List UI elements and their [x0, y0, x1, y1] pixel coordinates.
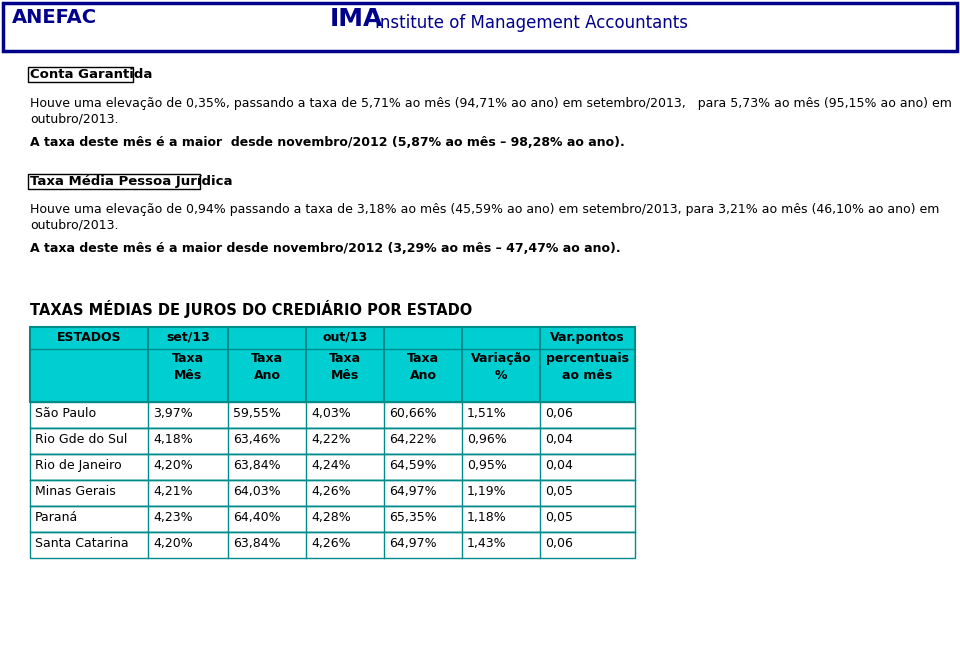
Text: 1,18%: 1,18% [467, 511, 507, 524]
Text: 64,03%: 64,03% [233, 485, 280, 498]
Text: set/13: set/13 [166, 331, 210, 344]
Text: 59,55%: 59,55% [233, 407, 281, 420]
Text: 1,19%: 1,19% [467, 485, 507, 498]
Text: 0,05: 0,05 [545, 511, 573, 524]
Text: A taxa deste mês é a maior  desde novembro/2012 (5,87% ao mês – 98,28% ao ano).: A taxa deste mês é a maior desde novembr… [30, 136, 625, 149]
Text: Houve uma elevação de 0,35%, passando a taxa de 5,71% ao mês (94,71% ao ano) em : Houve uma elevação de 0,35%, passando a … [30, 97, 952, 110]
Text: 64,97%: 64,97% [389, 537, 437, 550]
Text: 4,03%: 4,03% [311, 407, 350, 420]
Text: 63,46%: 63,46% [233, 433, 280, 446]
FancyBboxPatch shape [30, 402, 635, 428]
Text: 4,24%: 4,24% [311, 459, 350, 472]
FancyBboxPatch shape [3, 3, 957, 51]
FancyBboxPatch shape [30, 480, 635, 506]
FancyBboxPatch shape [30, 454, 635, 480]
Text: 4,26%: 4,26% [311, 485, 350, 498]
Text: Taxa
Mês: Taxa Mês [172, 352, 204, 382]
Text: Houve uma elevação de 0,94% passando a taxa de 3,18% ao mês (45,59% ao ano) em s: Houve uma elevação de 0,94% passando a t… [30, 203, 940, 216]
Text: Paraná: Paraná [35, 511, 79, 524]
Text: 4,23%: 4,23% [153, 511, 193, 524]
Text: outubro/2013.: outubro/2013. [30, 112, 118, 125]
Text: Taxa Média Pessoa Jurídica: Taxa Média Pessoa Jurídica [30, 175, 232, 188]
Text: Taxa
Ano: Taxa Ano [407, 352, 439, 382]
Text: out/13: out/13 [323, 331, 368, 344]
Text: 65,35%: 65,35% [389, 511, 437, 524]
FancyBboxPatch shape [30, 327, 635, 402]
Text: ANEFAC: ANEFAC [12, 8, 97, 27]
Text: 3,97%: 3,97% [153, 407, 193, 420]
Text: 0,96%: 0,96% [467, 433, 507, 446]
FancyBboxPatch shape [28, 67, 133, 82]
Text: 4,22%: 4,22% [311, 433, 350, 446]
Text: 4,18%: 4,18% [153, 433, 193, 446]
Text: 64,59%: 64,59% [389, 459, 437, 472]
Text: TAXAS MÉDIAS DE JUROS DO CREDIÁRIO POR ESTADO: TAXAS MÉDIAS DE JUROS DO CREDIÁRIO POR E… [30, 300, 472, 318]
FancyBboxPatch shape [28, 174, 200, 189]
Text: percentuais
ao mês: percentuais ao mês [546, 352, 629, 382]
Text: 0,95%: 0,95% [467, 459, 507, 472]
Text: A taxa deste mês é a maior desde novembro/2012 (3,29% ao mês – 47,47% ao ano).: A taxa deste mês é a maior desde novembr… [30, 242, 620, 255]
Text: 0,06: 0,06 [545, 407, 573, 420]
Text: Institute of Management Accountants: Institute of Management Accountants [375, 14, 688, 32]
Text: 4,26%: 4,26% [311, 537, 350, 550]
Text: 60,66%: 60,66% [389, 407, 437, 420]
Text: 0,05: 0,05 [545, 485, 573, 498]
Text: Variação
%: Variação % [470, 352, 531, 382]
Text: 63,84%: 63,84% [233, 459, 280, 472]
Text: ESTADOS: ESTADOS [57, 331, 121, 344]
Text: 1,51%: 1,51% [467, 407, 507, 420]
FancyBboxPatch shape [30, 532, 635, 558]
Text: Rio Gde do Sul: Rio Gde do Sul [35, 433, 128, 446]
Text: Taxa
Mês: Taxa Mês [329, 352, 361, 382]
Text: 4,21%: 4,21% [153, 485, 193, 498]
Text: 4,28%: 4,28% [311, 511, 350, 524]
Text: Taxa
Ano: Taxa Ano [251, 352, 283, 382]
FancyBboxPatch shape [30, 506, 635, 532]
Text: 4,20%: 4,20% [153, 537, 193, 550]
Text: 64,22%: 64,22% [389, 433, 437, 446]
Text: Santa Catarina: Santa Catarina [35, 537, 129, 550]
FancyBboxPatch shape [30, 428, 635, 454]
Text: 64,40%: 64,40% [233, 511, 280, 524]
Text: 1,43%: 1,43% [467, 537, 507, 550]
Text: 0,06: 0,06 [545, 537, 573, 550]
Text: Rio de Janeiro: Rio de Janeiro [35, 459, 122, 472]
Text: Conta Garantida: Conta Garantida [30, 68, 153, 81]
Text: 63,84%: 63,84% [233, 537, 280, 550]
Text: 4,20%: 4,20% [153, 459, 193, 472]
Text: 64,97%: 64,97% [389, 485, 437, 498]
Text: 0,04: 0,04 [545, 459, 573, 472]
Text: 0,04: 0,04 [545, 433, 573, 446]
Text: Var.pontos: Var.pontos [550, 331, 625, 344]
Text: outubro/2013.: outubro/2013. [30, 218, 118, 231]
Text: Minas Gerais: Minas Gerais [35, 485, 116, 498]
Text: IMA: IMA [330, 7, 383, 31]
Text: São Paulo: São Paulo [35, 407, 96, 420]
